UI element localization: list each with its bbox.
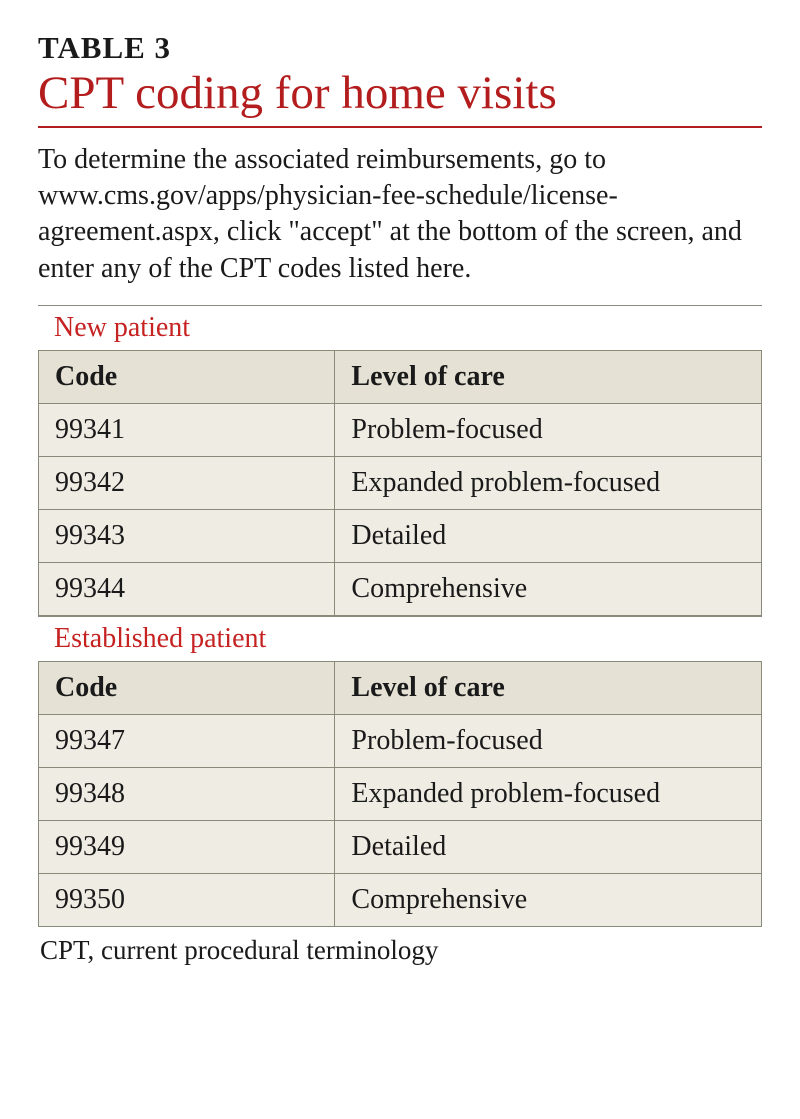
table-new-patient: Code Level of care 99341 Problem-focused…	[38, 350, 762, 616]
cell-level: Problem-focused	[335, 715, 762, 768]
footnote: CPT, current procedural terminology	[38, 927, 762, 966]
table-row: 99347 Problem-focused	[39, 715, 762, 768]
col-header-level: Level of care	[335, 662, 762, 715]
cell-code: 99342	[39, 457, 335, 510]
table-title: CPT coding for home visits	[38, 68, 762, 128]
table-row: 99344 Comprehensive	[39, 563, 762, 616]
cell-code: 99344	[39, 563, 335, 616]
table-row: 99349 Detailed	[39, 821, 762, 874]
cell-code: 99348	[39, 768, 335, 821]
cell-code: 99341	[39, 404, 335, 457]
section-heading-established-patient: Established patient	[38, 616, 762, 661]
table-header-row: Code Level of care	[39, 662, 762, 715]
cell-code: 99347	[39, 715, 335, 768]
page: TABLE 3 CPT coding for home visits To de…	[0, 0, 800, 1119]
table-row: 99343 Detailed	[39, 510, 762, 563]
cell-level: Problem-focused	[335, 404, 762, 457]
table-header-row: Code Level of care	[39, 351, 762, 404]
intro-text: To determine the associated reimbursemen…	[38, 142, 762, 288]
table-established-patient: Code Level of care 99347 Problem-focused…	[38, 661, 762, 927]
cell-level: Comprehensive	[335, 874, 762, 927]
cell-code: 99350	[39, 874, 335, 927]
cell-level: Detailed	[335, 821, 762, 874]
cell-level: Comprehensive	[335, 563, 762, 616]
cell-code: 99343	[39, 510, 335, 563]
table-number-label: TABLE 3	[38, 30, 762, 66]
table-row: 99342 Expanded problem-focused	[39, 457, 762, 510]
table-row: 99350 Comprehensive	[39, 874, 762, 927]
col-header-code: Code	[39, 351, 335, 404]
cell-level: Detailed	[335, 510, 762, 563]
section-heading-new-patient: New patient	[38, 305, 762, 350]
cell-level: Expanded problem-focused	[335, 457, 762, 510]
table-row: 99348 Expanded problem-focused	[39, 768, 762, 821]
table-row: 99341 Problem-focused	[39, 404, 762, 457]
cell-level: Expanded problem-focused	[335, 768, 762, 821]
col-header-level: Level of care	[335, 351, 762, 404]
cell-code: 99349	[39, 821, 335, 874]
col-header-code: Code	[39, 662, 335, 715]
